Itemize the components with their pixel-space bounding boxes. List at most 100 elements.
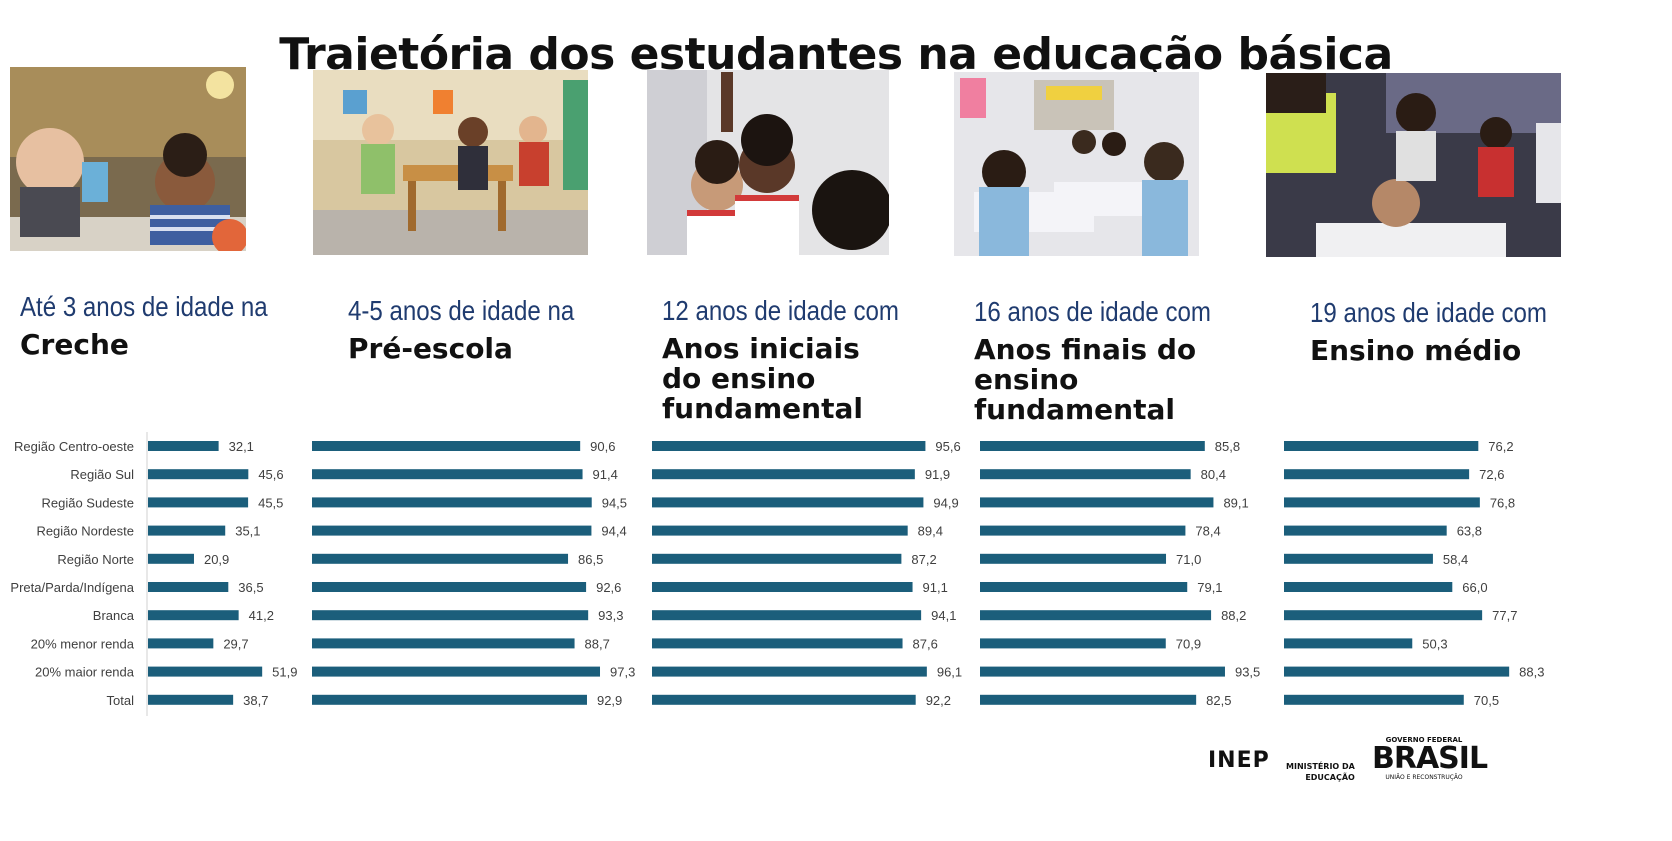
data-label: 76,2 (1488, 439, 1513, 454)
bar (312, 553, 569, 564)
pre-escola-heading: Pré-escola (348, 332, 513, 365)
bar (148, 469, 249, 480)
bar (148, 582, 229, 592)
data-label: 86,5 (578, 552, 603, 567)
data-label: 70,9 (1176, 636, 1201, 651)
inep-logo: INEP (1208, 748, 1270, 773)
governo-federal-top-text: GOVERNO FEDERAL (1385, 736, 1463, 744)
data-label: 88,2 (1221, 608, 1246, 623)
anos-finais-heading: Anos finais do ensino fundamental (974, 333, 1197, 426)
bar (652, 497, 924, 508)
data-label: 91,1 (923, 580, 948, 595)
data-label: 45,5 (258, 495, 283, 510)
bar (1284, 694, 1464, 705)
bar (980, 610, 1212, 621)
bar (980, 582, 1188, 592)
bar-chart: Região Centro-oeste Região Sul Região Sude… (10, 432, 1544, 716)
bar (148, 441, 219, 451)
data-label: 70,5 (1474, 693, 1499, 708)
data-label: 45,6 (258, 467, 283, 482)
governo-federal-main-text: BRASIL (1372, 741, 1488, 776)
data-label: 92,6 (596, 580, 621, 595)
bar (1284, 441, 1479, 451)
bar (652, 553, 902, 564)
data-label: 76,8 (1490, 495, 1515, 510)
data-label: 77,7 (1492, 608, 1517, 623)
data-label: 88,3 (1519, 665, 1544, 680)
data-label: 93,5 (1235, 665, 1260, 680)
data-label: 71,0 (1176, 552, 1201, 567)
bar (312, 525, 592, 536)
anos-iniciais-subtitle: 12 anos de idade com (662, 295, 899, 326)
category-label: Região Centro-oeste (14, 439, 134, 454)
bar (652, 441, 926, 451)
data-label: 91,4 (593, 467, 618, 482)
bar (652, 666, 927, 677)
bar (148, 638, 214, 649)
bar (312, 497, 592, 508)
category-label: Região Nordeste (36, 524, 134, 539)
bar (148, 525, 226, 536)
bar (980, 666, 1225, 677)
student-exam-photo (1266, 73, 1561, 257)
bar (312, 638, 575, 649)
bar (148, 610, 239, 621)
data-label: 85,8 (1215, 439, 1240, 454)
bar (652, 525, 908, 536)
bar (980, 497, 1214, 508)
category-label: Região Norte (57, 552, 134, 567)
data-label: 94,4 (601, 524, 626, 539)
ministerio-logo-text: MINISTÉRIO DA EDUCAÇÃO (1286, 762, 1355, 782)
bar (652, 582, 913, 592)
data-label: 36,5 (238, 580, 263, 595)
ensino-medio-heading: Ensino médio (1310, 334, 1522, 367)
data-label: 92,2 (926, 693, 951, 708)
bar (1284, 525, 1447, 536)
data-label: 66,0 (1462, 580, 1487, 595)
data-label: 38,7 (243, 693, 268, 708)
governo-federal-bottom-text: UNIÃO E RECONSTRUÇÃO (1385, 774, 1463, 781)
bar (1284, 469, 1470, 480)
bar (1284, 582, 1453, 592)
bar (980, 694, 1197, 705)
data-label: 78,4 (1195, 524, 1220, 539)
data-label: 79,1 (1197, 580, 1222, 595)
ensino-medio-subtitle: 19 anos de idade com (1310, 297, 1547, 328)
bar (312, 610, 589, 621)
bar (1284, 553, 1433, 564)
anos-finais-subtitle: 16 anos de idade com (974, 296, 1211, 327)
data-label: 94,9 (933, 495, 958, 510)
data-label: 50,3 (1422, 636, 1447, 651)
bar (148, 666, 263, 677)
bar (148, 553, 194, 564)
ministerio-logo: MINISTÉRIO DA EDUCAÇÃO (1286, 750, 1355, 783)
smiling-children-photo (647, 70, 889, 255)
bar (652, 469, 915, 480)
bar (980, 553, 1167, 564)
data-label: 80,4 (1201, 467, 1226, 482)
bar (652, 638, 903, 649)
data-label: 32,1 (229, 439, 254, 454)
bar (1284, 497, 1480, 508)
bar (148, 694, 234, 705)
data-label: 97,3 (610, 665, 635, 680)
data-label: 93,3 (598, 608, 623, 623)
bar (148, 497, 249, 508)
category-label: Preta/Parda/Indígena (10, 580, 134, 595)
students-writing-photo (954, 72, 1199, 256)
data-label: 94,5 (602, 495, 627, 510)
inep-logo-text: INEP (1208, 748, 1270, 773)
data-label: 82,5 (1206, 693, 1231, 708)
data-label: 88,7 (585, 636, 610, 651)
category-label: Região Sudeste (41, 495, 134, 510)
data-label: 35,1 (235, 524, 260, 539)
bar (980, 469, 1191, 480)
data-label: 94,1 (931, 608, 956, 623)
governo-federal-logo: GOVERNO FEDERAL BRASIL UNIÃO E RECONSTRU… (1372, 736, 1488, 781)
data-label: 89,1 (1223, 495, 1248, 510)
data-label: 20,9 (204, 552, 229, 567)
bar (312, 582, 587, 592)
category-label: Total (107, 693, 135, 708)
category-label: 20% maior renda (35, 665, 135, 680)
data-label: 95,6 (935, 439, 960, 454)
